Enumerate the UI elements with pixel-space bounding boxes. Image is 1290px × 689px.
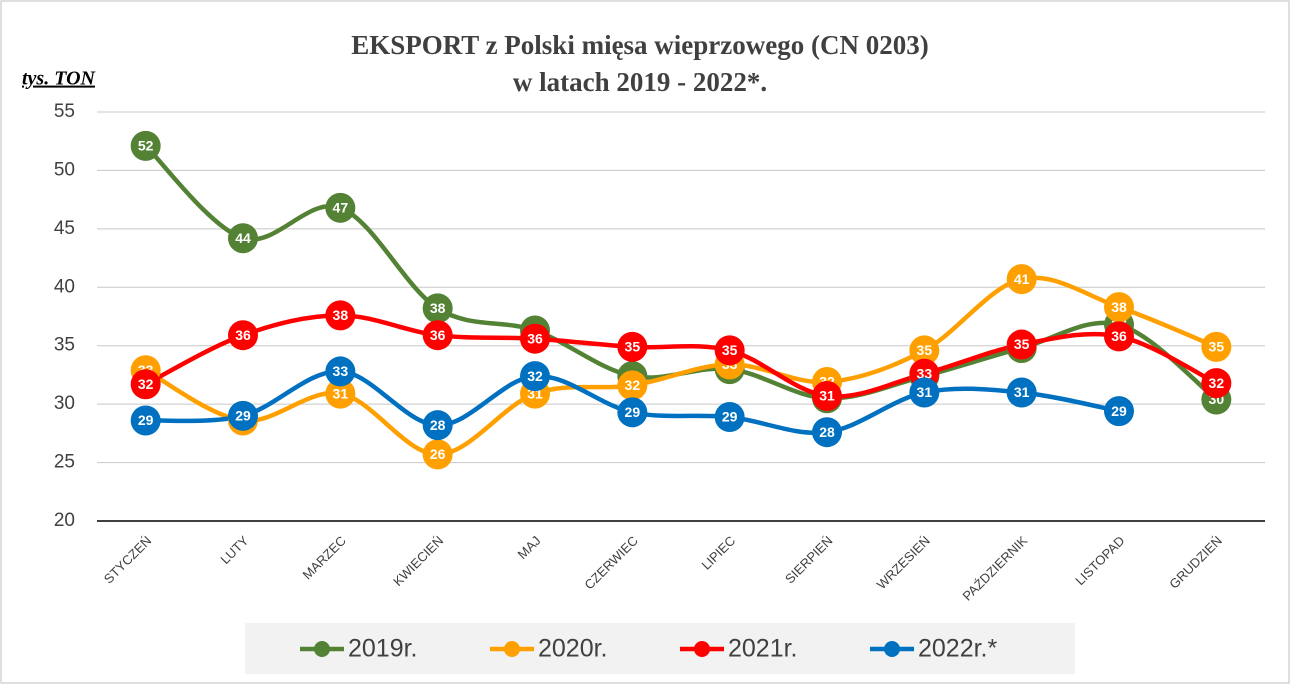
data-label: 26 [430,446,446,462]
data-point [1006,264,1037,295]
legend-label: 2019r. [348,635,418,663]
data-point [422,293,453,324]
data-label: 29 [625,404,641,420]
data-point [228,320,258,351]
y-tick-label: 30 [54,393,75,414]
data-label: 31 [917,384,933,400]
data-label: 44 [235,230,251,246]
data-point [1104,321,1134,352]
data-label: 38 [1111,299,1127,315]
data-label: 47 [333,200,349,216]
legend-label: 2022r.* [918,635,998,663]
data-point [228,400,258,431]
data-label: 29 [1111,403,1127,419]
data-label: 33 [333,363,349,379]
data-point [909,335,940,366]
data-point [812,417,842,448]
data-label: 28 [819,424,835,440]
data-label: 35 [917,342,933,358]
y-tick-label: 50 [54,159,75,180]
data-point [1201,368,1232,399]
data-point [617,370,648,401]
data-label: 36 [235,327,251,343]
legend-label: 2021r. [728,635,798,663]
data-point [1104,292,1134,323]
data-label: 33 [917,365,933,381]
legend-swatch-marker [694,641,710,657]
data-point [714,401,745,432]
data-label: 31 [819,388,835,404]
data-label: 28 [430,417,446,433]
data-point [130,369,161,400]
data-label: 38 [333,307,349,323]
chart-title: EKSPORT z Polski mięsa wieprzowego (CN 0… [351,30,929,60]
data-point [130,130,161,161]
legend-swatch-marker [884,641,900,657]
y-tick-label: 55 [54,101,75,122]
data-point [909,377,940,408]
data-point [325,192,356,223]
legend-box [245,623,1075,674]
data-label: 35 [625,339,641,355]
data-point [422,320,453,351]
data-label: 31 [333,385,349,401]
y-tick-label: 35 [54,335,75,356]
data-point [812,380,842,411]
data-point [520,323,550,354]
data-point [1104,396,1134,427]
data-point [325,300,356,331]
y-tick-label: 25 [54,452,75,473]
data-label: 29 [235,408,251,424]
y-tick-label: 20 [54,510,75,531]
data-point [422,410,453,441]
y-tick-label: 45 [54,218,75,239]
data-point [325,378,356,409]
legend-label: 2020r. [538,635,608,663]
data-label: 35 [1014,336,1030,352]
data-label: 32 [1209,375,1225,391]
data-label: 41 [1014,271,1030,287]
data-point [520,361,550,392]
data-point [325,356,356,387]
data-label: 29 [722,409,738,425]
data-label: 32 [138,376,154,392]
chart-subtitle: w latach 2019 - 2022*. [513,67,767,97]
y-axis-label: tys. TON [22,68,97,90]
data-point [1006,377,1037,408]
data-label: 36 [1111,328,1127,344]
data-point [617,331,648,362]
legend-swatch-marker [314,641,330,657]
data-label: 36 [527,330,543,346]
data-label: 38 [430,300,446,316]
data-label: 35 [1209,339,1225,355]
data-label: 35 [722,342,738,358]
data-label: 32 [625,377,641,393]
data-point [1201,331,1232,362]
data-point [1006,329,1037,360]
data-label: 36 [430,327,446,343]
y-tick-label: 40 [54,276,75,297]
data-label: 32 [527,368,543,384]
data-label: 29 [138,412,154,428]
data-label: 31 [1014,384,1030,400]
legend-swatch-marker [504,641,520,657]
data-point [130,405,161,436]
data-point [422,439,453,470]
data-point [228,223,258,254]
data-point [714,335,745,366]
data-point [617,397,648,428]
data-label: 52 [138,138,154,154]
